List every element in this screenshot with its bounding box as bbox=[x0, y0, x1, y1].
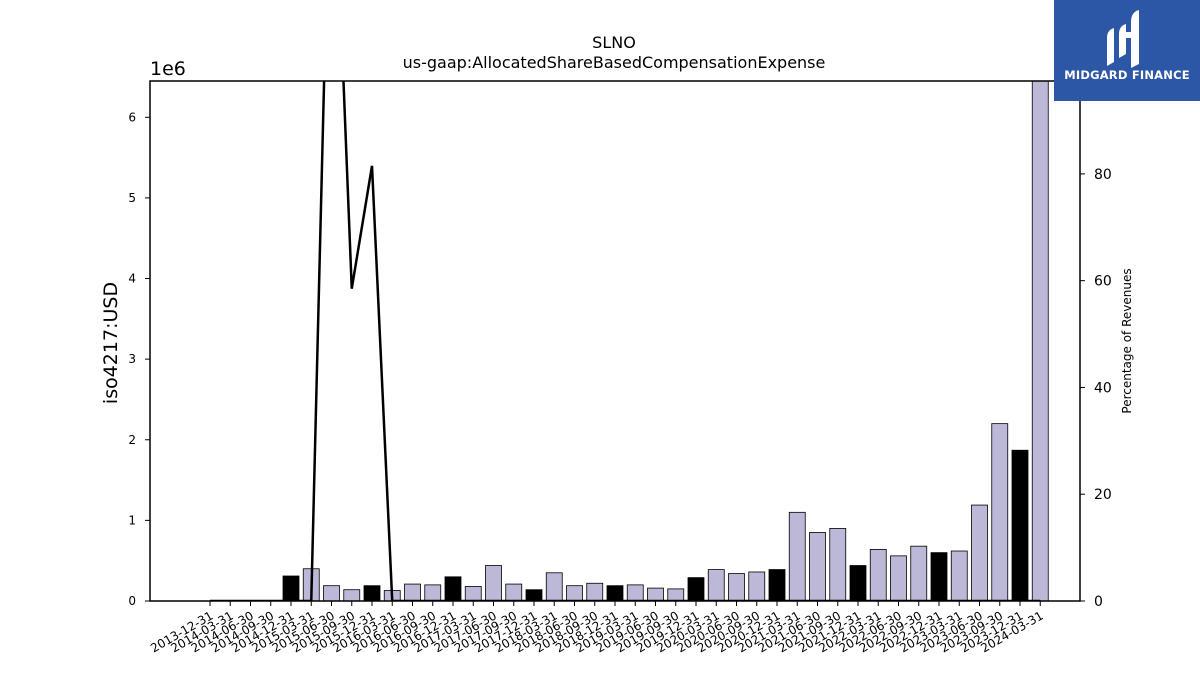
percentage-line bbox=[210, 81, 1041, 601]
bar-2019-12-31 bbox=[687, 577, 705, 602]
bar-2023-06-30 bbox=[971, 504, 988, 602]
bar-2015-06-30 bbox=[323, 585, 340, 602]
percentage-line-group bbox=[210, 81, 1041, 601]
bar-2020-12-31 bbox=[768, 569, 786, 602]
y2-tick-label: 60 bbox=[1094, 274, 1112, 290]
y-axis-label: iso4217:USD bbox=[100, 282, 122, 404]
bar-2021-12-31 bbox=[849, 565, 867, 602]
y2-axis-label: Percentage of Revenues bbox=[1120, 268, 1134, 413]
y2-tick-label: 40 bbox=[1094, 380, 1112, 396]
chart-title: SLNO bbox=[592, 33, 636, 52]
bar-2022-09-30 bbox=[910, 545, 928, 602]
bar-2018-06-30 bbox=[566, 585, 583, 602]
bar-2018-03-31 bbox=[545, 572, 563, 602]
y-tick-label: 4 bbox=[128, 272, 136, 286]
y-tick-label: 5 bbox=[128, 191, 136, 205]
bar-2020-09-30 bbox=[748, 571, 766, 602]
bar-2019-09-30 bbox=[667, 588, 685, 602]
bar-2017-09-30 bbox=[505, 583, 523, 602]
bar-2018-09-30 bbox=[586, 582, 604, 602]
chart-subtitle: us-gaap:AllocatedShareBasedCompensationE… bbox=[403, 53, 826, 72]
bar-2016-06-30 bbox=[404, 583, 421, 602]
bar-2020-06-30 bbox=[728, 573, 745, 602]
y2-tick-label: 0 bbox=[1094, 594, 1103, 610]
bar-2022-12-31 bbox=[930, 552, 948, 602]
y-tick-label: 3 bbox=[128, 352, 136, 366]
bar-2021-03-31 bbox=[788, 511, 806, 602]
bar-2022-03-31 bbox=[869, 549, 887, 602]
bar-2015-12-31 bbox=[363, 585, 381, 602]
bar-2017-03-31 bbox=[464, 586, 482, 602]
midgard-logo-icon bbox=[1107, 10, 1139, 68]
bar-2020-03-31 bbox=[707, 569, 725, 602]
bar-2023-03-31 bbox=[950, 550, 968, 602]
y-tick-label: 6 bbox=[128, 110, 136, 124]
bar-2015-09-30 bbox=[343, 589, 361, 602]
y-tick-label: 2 bbox=[128, 433, 136, 447]
bar-2023-12-31 bbox=[1011, 449, 1029, 602]
bar-2016-09-30 bbox=[424, 584, 442, 602]
y-tick-label: 0 bbox=[128, 594, 136, 608]
bar-2022-06-30 bbox=[890, 555, 907, 602]
bar-2017-06-30 bbox=[485, 565, 502, 602]
company-logo: MIDGARD FINANCE bbox=[1054, 0, 1200, 101]
y-tick-label: 1 bbox=[128, 513, 136, 527]
y-offset-label: 1e6 bbox=[150, 58, 186, 80]
bar-2021-06-30 bbox=[809, 532, 826, 602]
plot-frame bbox=[149, 80, 1081, 602]
bar-2024-03-31 bbox=[1031, 80, 1049, 602]
bar-2019-06-30 bbox=[647, 587, 664, 602]
bar-2014-12-31 bbox=[282, 575, 300, 602]
y2-tick-label: 20 bbox=[1094, 487, 1112, 503]
bar-2023-09-30 bbox=[991, 423, 1009, 602]
bar-2017-12-31 bbox=[525, 589, 543, 602]
bar-2019-03-31 bbox=[626, 584, 644, 602]
logo-text: MIDGARD FINANCE bbox=[1064, 68, 1190, 82]
bars-group bbox=[282, 80, 1049, 602]
bar-2021-09-30 bbox=[829, 528, 847, 602]
y2-tick-label: 80 bbox=[1094, 167, 1112, 183]
x-tick-labels: 2013-12-312014-03-312014-06-302014-09-30… bbox=[148, 608, 1046, 655]
bar-2018-12-31 bbox=[606, 585, 624, 602]
bar-2016-12-31 bbox=[444, 576, 462, 602]
